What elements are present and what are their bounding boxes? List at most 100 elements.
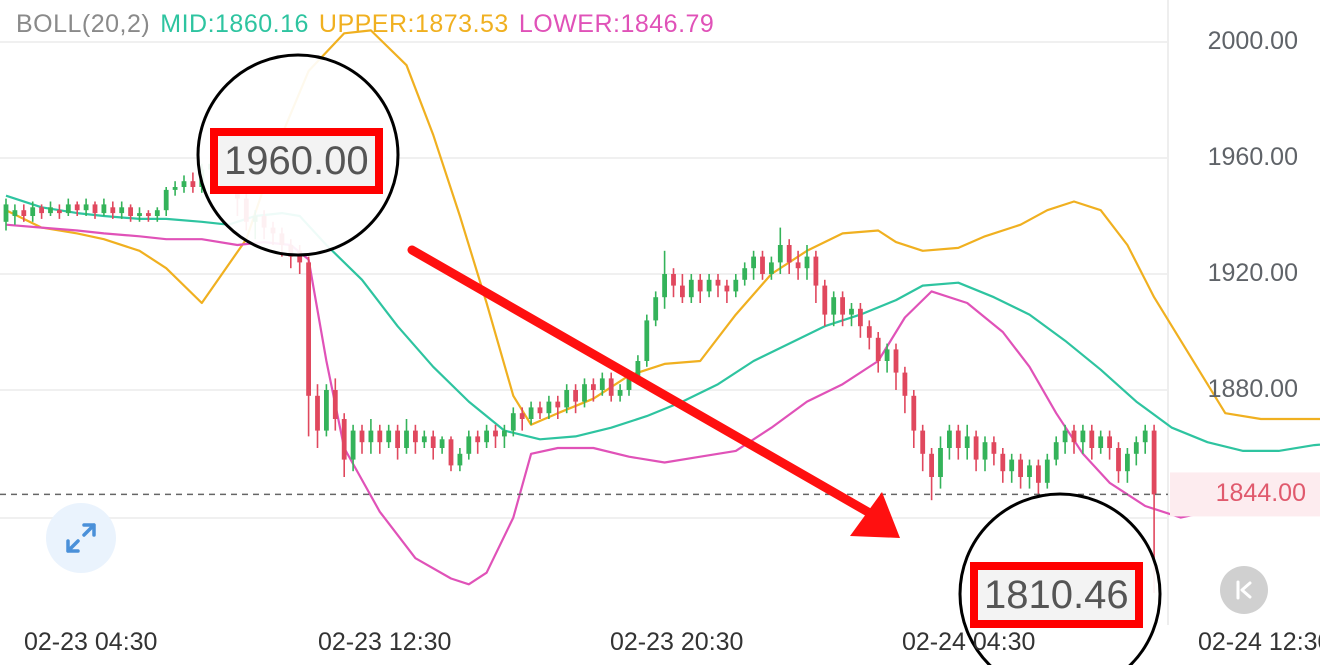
candle (1133, 436, 1139, 466)
candle (591, 378, 596, 402)
candle-body (973, 436, 979, 460)
candle-body (439, 439, 445, 448)
candle (395, 424, 400, 460)
candle-body (146, 213, 151, 216)
candle-body (947, 430, 952, 448)
candle (875, 332, 881, 373)
candle (190, 172, 196, 193)
candle (128, 204, 133, 222)
candle-body (813, 256, 819, 286)
candle (688, 274, 694, 303)
candle-body (181, 181, 187, 187)
candle-body (421, 436, 427, 443)
candle (751, 250, 756, 280)
candle (742, 262, 748, 286)
candle (902, 366, 908, 414)
candle (368, 419, 374, 454)
candle-body (3, 204, 9, 222)
candle (831, 291, 837, 327)
candle-body (537, 407, 543, 414)
candle (154, 207, 160, 222)
candle (306, 256, 311, 437)
candle-body (48, 207, 53, 214)
candle-body (83, 204, 89, 211)
candle-body (653, 297, 659, 321)
candle-body (555, 401, 561, 408)
candle (938, 436, 943, 489)
candle (1000, 448, 1006, 483)
candle-body (1089, 430, 1095, 448)
candle-body (751, 256, 756, 269)
y-tick-label: 1920.00 (1207, 259, 1298, 287)
candle (101, 198, 107, 216)
candle-body (57, 210, 62, 214)
candle (1142, 424, 1148, 454)
candle (1089, 424, 1095, 460)
expand-button[interactable] (46, 503, 116, 573)
candle (359, 424, 365, 454)
candle-body (350, 430, 356, 460)
candle-body (332, 390, 338, 419)
candle-body (1125, 453, 1130, 472)
candle-body (510, 413, 516, 431)
candle-body (119, 207, 125, 214)
candle (404, 419, 409, 454)
candle (377, 424, 383, 454)
candle-body (902, 372, 908, 396)
candle-body (528, 407, 534, 419)
candle-body (964, 436, 970, 448)
candle-body (297, 250, 303, 263)
candle-body (911, 395, 917, 431)
candle (1062, 424, 1068, 454)
candle-body (599, 378, 605, 390)
candle-body (582, 384, 587, 402)
candle (528, 401, 534, 425)
candle (430, 430, 436, 460)
candle (421, 430, 427, 448)
candle-body (769, 262, 774, 274)
candle (457, 448, 463, 472)
candle (439, 436, 445, 454)
candle-body (1062, 430, 1068, 443)
candle-body (315, 395, 320, 431)
candle-body (573, 390, 578, 402)
candle-body (795, 262, 801, 269)
candle (804, 245, 810, 280)
candle (555, 395, 561, 419)
candle (537, 401, 543, 419)
candle (1053, 436, 1059, 466)
candle (1080, 424, 1086, 454)
candle-body (1036, 465, 1041, 483)
candle-body (786, 245, 792, 263)
candle-body (1080, 430, 1086, 443)
candle-body (137, 213, 142, 216)
candle (493, 424, 498, 448)
candle (413, 424, 418, 454)
candle (83, 198, 89, 216)
candle-body (341, 419, 347, 460)
jump-to-latest-button[interactable] (1220, 566, 1268, 614)
candle-body (1071, 430, 1077, 443)
candle (991, 436, 997, 466)
candle (57, 204, 62, 219)
candle (786, 239, 792, 274)
candle-body (626, 378, 632, 390)
candle-body (475, 436, 481, 443)
candle (119, 201, 125, 219)
candle (724, 279, 730, 303)
bollinger-bands (5, 29, 1320, 586)
legend-lower: LOWER:1846.79 (518, 10, 715, 38)
candle-body (635, 361, 641, 379)
candle-body (21, 210, 27, 216)
candle-body (697, 279, 703, 292)
candle (448, 436, 454, 472)
skip-to-end-icon (1236, 580, 1252, 600)
candle (582, 378, 587, 408)
legend-mid: MID:1860.16 (160, 10, 309, 38)
x-tick-label: 02-23 12:30 (318, 628, 452, 656)
current-price-label: 1844.00 (1215, 479, 1306, 508)
candle-body (92, 204, 98, 214)
candle (866, 320, 872, 350)
candle (911, 390, 917, 448)
x-tick-label: 02-24 04:30 (902, 628, 1036, 656)
